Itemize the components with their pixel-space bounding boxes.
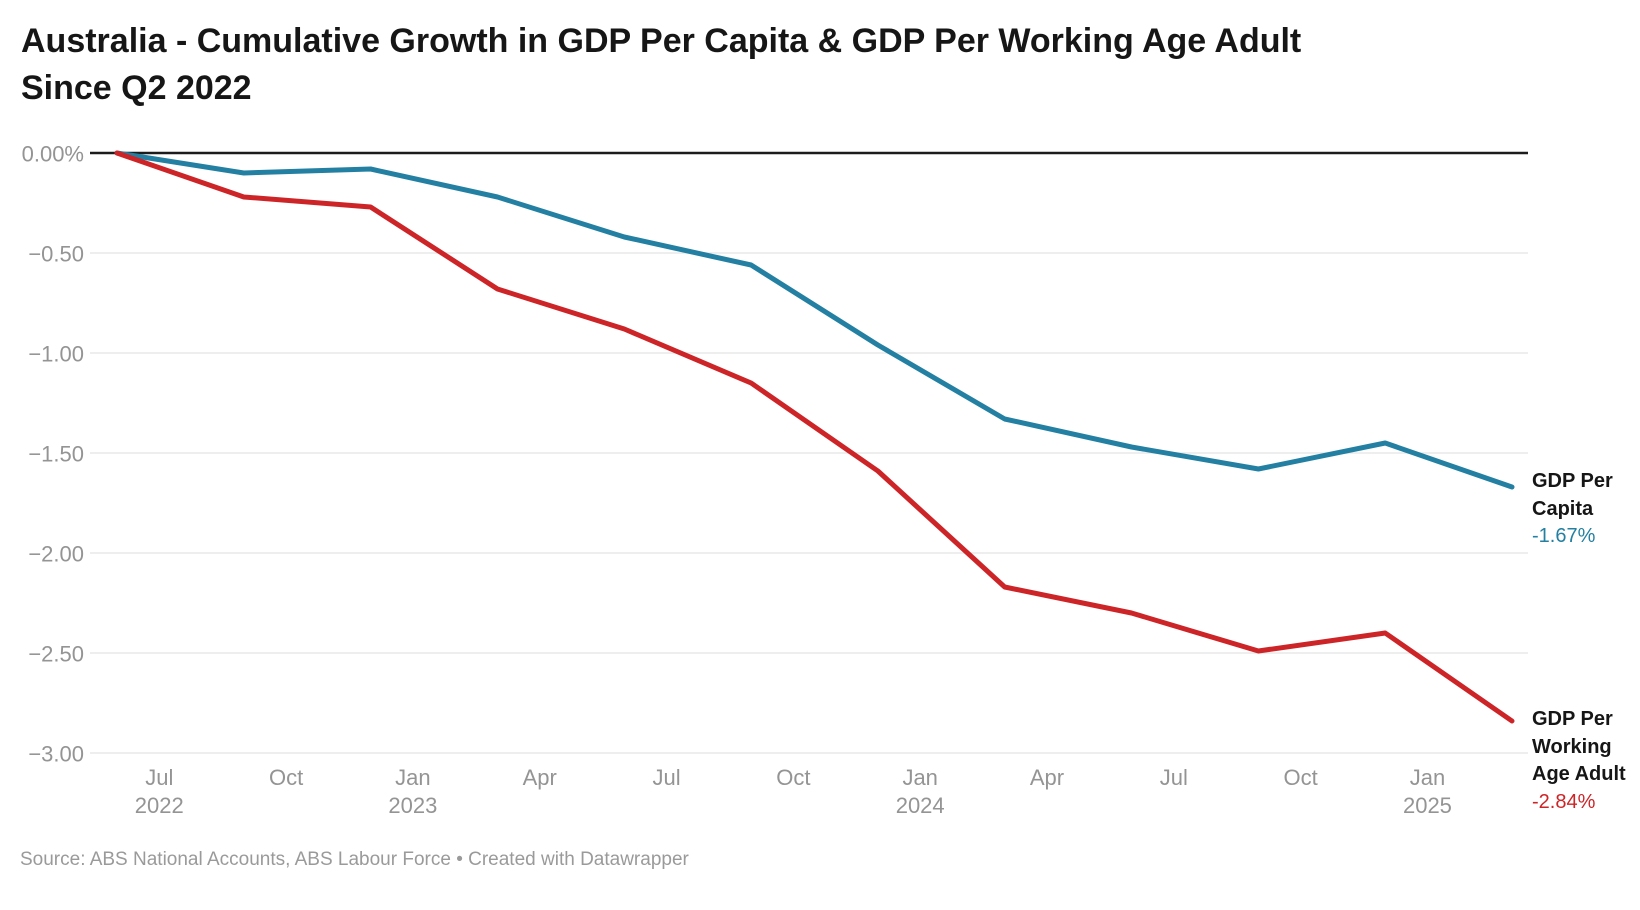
- series-label-gdp-per-working-age-adult: GDP Per Working Age Adult -2.84%: [1532, 706, 1640, 816]
- x-axis-tick-month: Oct: [269, 765, 303, 790]
- y-axis-tick-label: 0.00%: [22, 142, 84, 167]
- chart-title: Australia - Cumulative Growth in GDP Per…: [21, 18, 1596, 112]
- series-label-gdp-per-capita: GDP Per Capita -1.67%: [1532, 468, 1640, 551]
- x-axis-tick-year: 2024: [896, 793, 945, 818]
- chart-title-line2: Since Q2 2022: [21, 69, 252, 107]
- y-axis-tick-label: −2.00: [28, 542, 84, 567]
- y-axis-tick-label: −1.00: [28, 342, 84, 367]
- x-axis-tick-year: 2023: [388, 793, 437, 818]
- x-axis-tick-month: Jul: [145, 765, 173, 790]
- x-axis-tick-year: 2025: [1403, 793, 1452, 818]
- x-axis-tick-month: Apr: [523, 765, 557, 790]
- series-line-gdp-per-capita[interactable]: [114, 150, 1515, 490]
- x-axis-tick-month: Apr: [1030, 765, 1064, 790]
- series-line-gdp-per-working-age-adult[interactable]: [114, 150, 1515, 724]
- x-axis-tick-month: Jul: [652, 765, 680, 790]
- source-attribution: Source: ABS National Accounts, ABS Labou…: [20, 849, 689, 870]
- x-axis-tick-month: Jan: [902, 765, 937, 790]
- y-axis-tick-label: −3.00: [28, 742, 84, 767]
- x-axis-tick-month: Oct: [776, 765, 810, 790]
- y-axis-tick-label: −1.50: [28, 442, 84, 467]
- x-axis-tick-year: 2022: [135, 793, 184, 818]
- x-axis-tick-month: Jan: [395, 765, 430, 790]
- series-end-value: -2.84%: [1532, 790, 1596, 813]
- y-axis-tick-label: −2.50: [28, 642, 84, 667]
- series-end-value: -1.67%: [1532, 525, 1596, 547]
- x-axis-tick-month: Jul: [1160, 765, 1188, 790]
- x-axis-tick-month: Jan: [1410, 765, 1445, 790]
- series-name: GDP Per Capita: [1532, 470, 1613, 520]
- x-axis-tick-month: Oct: [1284, 765, 1318, 790]
- series-name: GDP Per Working Age Adult: [1532, 708, 1626, 785]
- chart-title-line1: Australia - Cumulative Growth in GDP Per…: [21, 22, 1302, 60]
- y-axis-tick-label: −0.50: [28, 242, 84, 267]
